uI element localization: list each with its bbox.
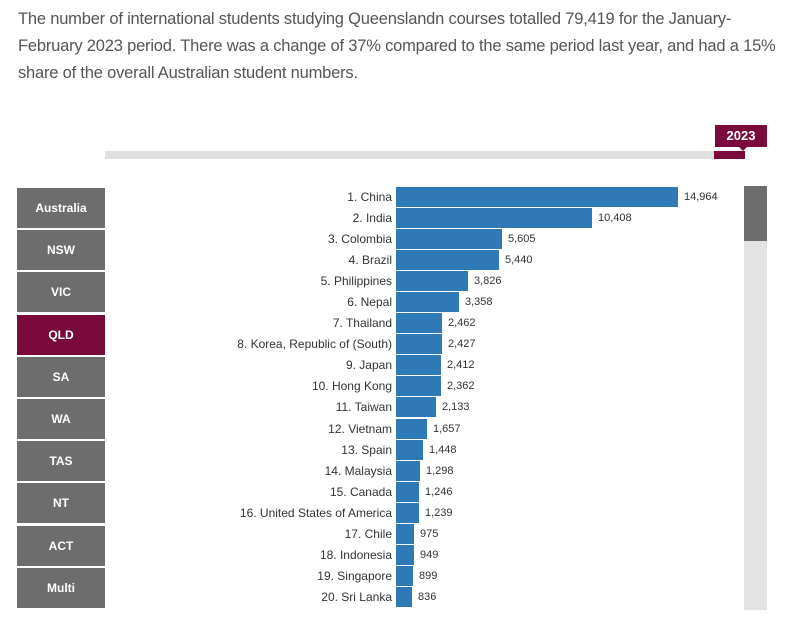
chart-scrollbar-thumb[interactable] [744,186,767,241]
bar[interactable] [396,292,459,313]
value-label: 2,133 [442,401,470,414]
state-button-wa[interactable]: WA [17,398,105,439]
chart-row: 13. Spain 1,448 [120,439,730,461]
bar[interactable] [396,208,592,229]
value-label: 1,246 [425,485,453,498]
chart-row: 7. Thailand 2,462 [120,313,730,334]
bar[interactable] [396,187,678,207]
bar[interactable] [396,439,423,460]
bar[interactable] [396,376,441,397]
state-button-nt[interactable]: NT [17,483,105,524]
bar[interactable] [396,313,442,334]
state-button-qld[interactable]: QLD [17,314,105,355]
country-label: 8. Korea, Republic of (South) [237,337,392,352]
country-label: 11. Taiwan [335,400,392,415]
country-label: 2. India [352,211,392,226]
country-label: 13. Spain [341,442,392,457]
bar[interactable] [396,460,420,481]
year-timeline-handle[interactable] [714,151,745,159]
bar[interactable] [396,355,441,376]
country-bar-chart: 1. China 14,964 2. India 10,408 3. Colombia 5… [120,187,730,608]
value-label: 975 [420,527,439,540]
chart-row: 14. Malaysia 1,298 [120,460,730,482]
country-label: 7. Thailand [332,316,392,331]
value-label: 2,412 [447,359,475,372]
chart-scrollbar-track[interactable] [744,186,767,610]
chart-row: 8. Korea, Republic of (South) 2,427 [120,334,730,355]
bar[interactable] [396,544,414,565]
value-label: 10,408 [598,212,632,225]
value-label: 2,462 [448,317,476,330]
bar[interactable] [396,418,427,439]
chart-row: 4. Brazil 5,440 [120,250,730,271]
chart-row: 19. Singapore 899 [120,565,730,587]
country-label: 9. Japan [345,358,392,373]
value-label: 2,427 [448,338,476,351]
country-label: 4. Brazil [348,253,392,268]
chart-row: 1. China 14,964 [120,187,730,208]
value-label: 3,826 [474,275,502,288]
bar[interactable] [396,523,414,544]
chart-row: 17. Chile 975 [120,523,730,545]
state-button-sa[interactable]: SA [17,356,105,397]
value-label: 5,440 [505,254,533,267]
state-selector: Australia NSW VIC QLD SA WA TAS NT ACT Multi [17,188,105,610]
state-button-nsw[interactable]: NSW [17,230,105,271]
chart-row: 9. Japan 2,412 [120,355,730,376]
value-label: 899 [419,569,438,582]
country-label: 20. Sri Lanka [321,589,392,604]
bar[interactable] [396,481,419,502]
chart-row: 20. Sri Lanka 836 [120,586,730,608]
bar[interactable] [396,397,436,418]
chart-row: 16. United States of America 1,239 [120,502,730,524]
country-label: 18. Indonesia [319,547,392,562]
value-label: 14,964 [684,191,718,203]
value-label: 2,362 [447,380,475,393]
country-label: 17. Chile [344,526,392,541]
value-label: 1,298 [426,464,454,477]
country-label: 19. Singapore [317,568,392,583]
value-label: 949 [420,548,439,561]
country-label: 3. Colombia [327,232,392,247]
country-label: 6. Nepal [347,295,392,310]
bar[interactable] [396,586,412,607]
country-label: 5. Philippines [320,274,392,289]
state-button-vic[interactable]: VIC [17,272,105,313]
intro-paragraph: The number of international students stu… [18,10,776,82]
state-button-tas[interactable]: TAS [17,441,105,482]
value-label: 5,605 [508,233,536,246]
state-button-multi[interactable]: Multi [17,567,105,608]
bar[interactable] [396,334,442,355]
chart-row: 12. Vietnam 1,657 [120,418,730,440]
value-label: 836 [418,590,437,603]
bar[interactable] [396,565,413,586]
country-label: 14. Malaysia [324,463,392,478]
bar[interactable] [396,250,499,271]
bar[interactable] [396,502,419,523]
selected-year-tag: 2023 [715,125,767,151]
chart-row: 18. Indonesia 949 [120,544,730,566]
chart-row: 3. Colombia 5,605 [120,229,730,250]
country-label: 15. Canada [329,484,392,499]
chart-row: 2. India 10,408 [120,208,730,229]
state-button-australia[interactable]: Australia [17,188,105,228]
country-label: 12. Vietnam [328,421,392,436]
chart-row: 6. Nepal 3,358 [120,292,730,313]
bar[interactable] [396,229,502,250]
bar[interactable] [396,271,468,292]
value-label: 1,239 [425,506,453,519]
country-label: 16. United States of America [239,505,392,520]
chart-row: 5. Philippines 3,826 [120,271,730,292]
chart-row: 15. Canada 1,246 [120,481,730,503]
value-label: 1,448 [429,443,457,456]
country-label: 1. China [347,190,392,204]
chart-row: 11. Taiwan 2,133 [120,397,730,418]
value-label: 1,657 [433,422,461,435]
country-label: 10. Hong Kong [311,379,392,394]
state-button-act[interactable]: ACT [17,525,105,566]
chart-row: 10. Hong Kong 2,362 [120,376,730,397]
value-label: 3,358 [465,296,493,309]
year-timeline-slider[interactable] [105,151,745,159]
